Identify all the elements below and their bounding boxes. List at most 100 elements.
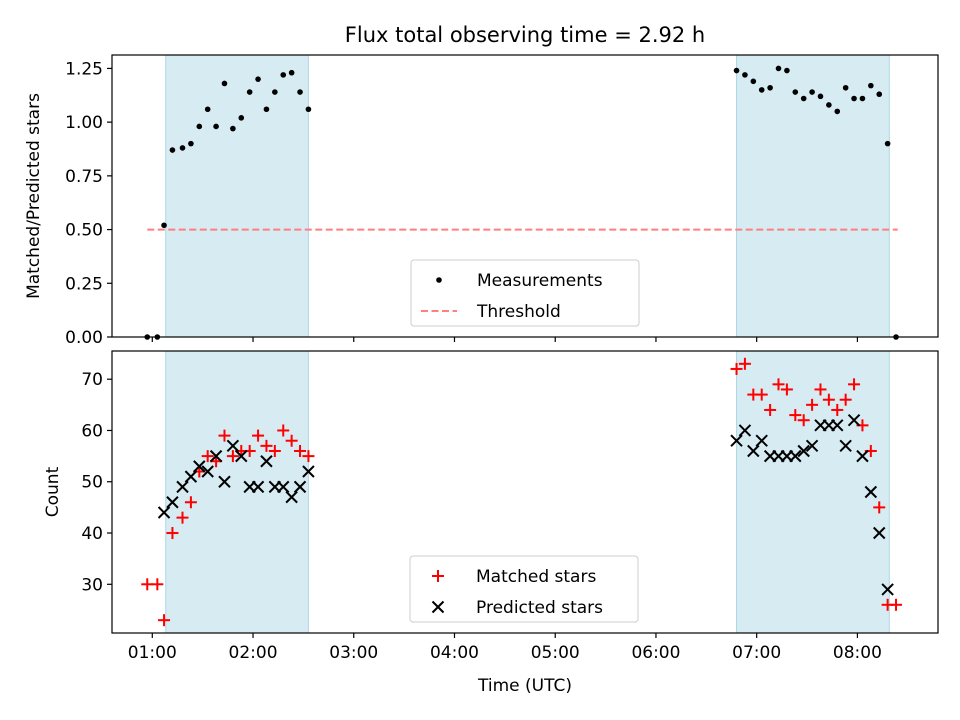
measurement-point bbox=[884, 140, 891, 147]
measurement-point bbox=[876, 91, 883, 98]
predicted-star-point bbox=[176, 480, 189, 494]
bottom-shaded-interval bbox=[736, 350, 890, 634]
measurement-point bbox=[800, 95, 807, 102]
predicted-star-point bbox=[260, 455, 273, 468]
bottom-ytick-label: 60 bbox=[81, 421, 103, 441]
measurement-point bbox=[179, 145, 186, 151]
predicted-star-point bbox=[293, 480, 307, 494]
predicted-star-point bbox=[755, 434, 768, 447]
predicted-star-point bbox=[797, 444, 810, 458]
matched-star-point bbox=[873, 501, 886, 514]
measurement-point bbox=[742, 72, 748, 78]
predicted-star-point bbox=[285, 490, 298, 504]
bottom-shaded-interval bbox=[165, 350, 309, 634]
measurement-point bbox=[842, 84, 849, 91]
bottom-legend-box bbox=[409, 555, 639, 623]
matched-star-point bbox=[814, 383, 827, 396]
predicted-star-point bbox=[873, 526, 886, 540]
measurement-point bbox=[230, 125, 236, 132]
measurement-point bbox=[851, 95, 857, 102]
predicted-star-point bbox=[839, 439, 852, 453]
predicted-star-point bbox=[184, 470, 198, 483]
bottom-ytick-label: 40 bbox=[81, 524, 103, 544]
top-shaded-interval bbox=[736, 54, 890, 338]
measurement-point bbox=[246, 89, 253, 95]
measurement-point bbox=[196, 123, 203, 130]
bottom-ytick-label: 50 bbox=[81, 473, 103, 493]
top-ytick-label: 1.25 bbox=[65, 59, 103, 79]
predicted-star-point bbox=[193, 460, 206, 473]
predicted-star-point bbox=[201, 465, 214, 478]
predicted-star-point bbox=[226, 439, 240, 453]
matched-star-point bbox=[764, 403, 777, 416]
measurement-point bbox=[834, 108, 841, 115]
top-ytick-label: 0.00 bbox=[65, 328, 103, 348]
bottom-legend-label: Matched stars bbox=[476, 567, 596, 587]
matched-star-point bbox=[201, 450, 214, 463]
measurement-point bbox=[784, 67, 790, 74]
predicted-star-point bbox=[847, 414, 861, 427]
matched-star-point bbox=[755, 388, 768, 401]
matched-star-point bbox=[806, 398, 819, 411]
matched-star-point bbox=[730, 362, 743, 375]
top-ytick-label: 0.75 bbox=[65, 167, 103, 187]
predicted-star-point bbox=[209, 449, 223, 463]
measurement-point bbox=[758, 87, 765, 93]
top-legend-label: Threshold bbox=[476, 302, 561, 322]
measurement-point bbox=[221, 80, 228, 87]
predicted-star-point bbox=[302, 465, 315, 478]
predicted-star-point bbox=[864, 485, 878, 499]
matched-star-point bbox=[226, 450, 239, 463]
bottom-legend: Matched stars Predicted stars bbox=[409, 555, 639, 623]
measurement-point bbox=[868, 82, 874, 89]
matched-star-point bbox=[780, 383, 793, 396]
predicted-star-point bbox=[881, 583, 894, 596]
measurement-point bbox=[826, 102, 832, 108]
matched-star-point bbox=[252, 429, 265, 442]
matched-star-point bbox=[176, 511, 189, 524]
matched-star-point bbox=[268, 444, 281, 457]
measurement-point bbox=[809, 89, 815, 95]
top-ytick-label: 0.25 bbox=[65, 274, 103, 294]
matched-star-point bbox=[277, 424, 290, 437]
bottom-y-axis-label: Count bbox=[43, 466, 63, 517]
measurement-point bbox=[750, 78, 757, 85]
matched-star-point bbox=[141, 578, 154, 591]
matched-star-point bbox=[789, 409, 802, 422]
bottom-ytick-label: 30 bbox=[81, 575, 103, 595]
measurement-point bbox=[733, 67, 740, 74]
measurement-point bbox=[238, 115, 245, 121]
measurement-point bbox=[161, 222, 167, 229]
predicted-star-point bbox=[235, 449, 248, 463]
top-legend-box bbox=[410, 259, 640, 327]
matched-star-point bbox=[839, 393, 852, 406]
top-shaded-interval bbox=[165, 54, 309, 338]
measurement-point bbox=[169, 147, 176, 153]
legend-measurement-marker bbox=[436, 277, 442, 283]
predicted-star-point bbox=[166, 496, 179, 509]
top-axes-frame bbox=[111, 54, 939, 338]
predicted-star-point bbox=[251, 480, 265, 494]
legend-matched-marker bbox=[432, 570, 444, 582]
matched-star-point bbox=[890, 598, 903, 611]
legend-predicted-marker bbox=[431, 600, 445, 614]
measurement-point bbox=[817, 93, 824, 100]
bottom-xtick-label: 03:00 bbox=[329, 643, 378, 663]
bottom-legend-label: Predicted stars bbox=[476, 598, 603, 618]
bottom-xtick-label: 04:00 bbox=[430, 643, 479, 663]
top-chart-title: Flux total observing time = 2.92 h bbox=[345, 23, 705, 47]
matched-star-point bbox=[285, 434, 298, 447]
bottom-xtick-label: 02:00 bbox=[229, 643, 278, 663]
matched-star-point bbox=[302, 450, 315, 463]
measurement-point bbox=[255, 76, 261, 82]
predicted-star-point bbox=[856, 449, 869, 463]
top-legend-label: Measurements bbox=[477, 271, 603, 291]
measurement-point bbox=[297, 89, 303, 95]
predicted-star-point bbox=[157, 506, 171, 519]
bottom-xtick-label: 06:00 bbox=[631, 643, 680, 663]
bottom-xtick-label: 07:00 bbox=[732, 643, 781, 663]
predicted-star-point bbox=[789, 449, 802, 463]
bottom-axes-frame bbox=[111, 350, 939, 634]
matched-star-point bbox=[772, 378, 785, 391]
matched-star-point bbox=[797, 414, 810, 427]
